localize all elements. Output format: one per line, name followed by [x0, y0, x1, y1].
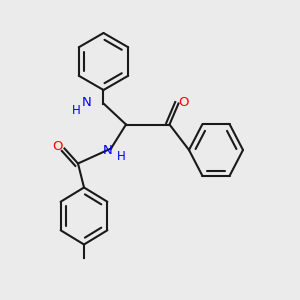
Text: H: H [72, 104, 81, 118]
Text: O: O [179, 95, 189, 109]
Text: O: O [53, 140, 63, 153]
Text: N: N [103, 144, 113, 158]
Text: N: N [82, 95, 92, 109]
Text: H: H [117, 150, 126, 164]
